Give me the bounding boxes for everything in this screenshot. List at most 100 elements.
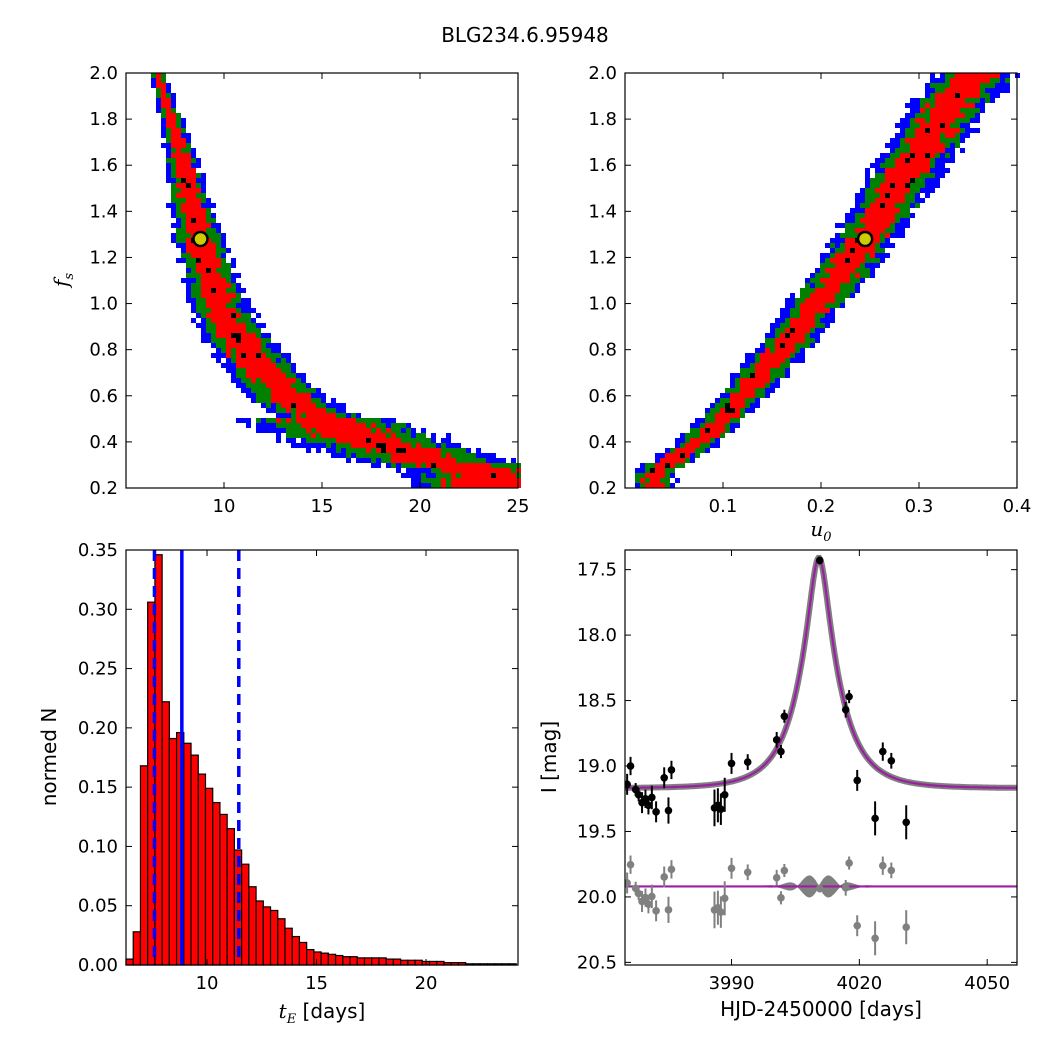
density-cell xyxy=(960,78,965,83)
density-cell xyxy=(765,373,770,378)
density-cell xyxy=(366,418,371,423)
density-cell xyxy=(276,378,281,383)
density-cell xyxy=(191,223,196,228)
density-cell xyxy=(830,278,835,283)
density-cell xyxy=(770,378,775,383)
density-cell xyxy=(805,293,810,298)
density-cell xyxy=(820,283,825,288)
density-cell xyxy=(246,303,251,308)
density-cell xyxy=(246,348,251,353)
density-cell xyxy=(291,373,296,378)
density-cell xyxy=(226,273,231,278)
x-tick-label: 0.2 xyxy=(807,496,836,517)
density-cell xyxy=(161,88,166,93)
density-cell xyxy=(261,378,266,383)
density-cell xyxy=(995,88,1000,93)
density-cell xyxy=(730,428,735,433)
density-cell xyxy=(760,363,765,368)
density-cell xyxy=(336,438,341,443)
density-cell xyxy=(890,148,895,153)
density-cell xyxy=(705,448,710,453)
density-cell xyxy=(930,118,935,123)
density-cell xyxy=(336,408,341,413)
density-cell xyxy=(216,243,221,248)
density-cell xyxy=(236,358,241,363)
density-cell xyxy=(196,288,201,293)
density-cell xyxy=(271,408,276,413)
density-cell xyxy=(211,318,216,323)
density-cell xyxy=(885,238,890,243)
density-cell xyxy=(915,103,920,108)
density-cell xyxy=(880,193,885,198)
density-cell xyxy=(735,403,740,408)
density-cell xyxy=(441,473,446,478)
density-cell xyxy=(356,443,361,448)
density-cell xyxy=(920,118,925,123)
density-cell xyxy=(226,313,231,318)
density-cell xyxy=(216,258,221,263)
density-cell xyxy=(211,323,216,328)
density-cell xyxy=(181,178,186,183)
density-cell xyxy=(895,233,900,238)
density-cell xyxy=(151,78,156,83)
density-cell xyxy=(795,323,800,328)
density-cell xyxy=(291,398,296,403)
density-cell xyxy=(341,403,346,408)
density-cell xyxy=(755,383,760,388)
density-cell xyxy=(800,313,805,318)
panel-te-fs: 10 15 20 250.20.40.60.81.01.21.41.61.82.0 f… xyxy=(49,63,529,517)
density-cell xyxy=(685,453,690,458)
density-cell xyxy=(930,113,935,118)
histogram-bar xyxy=(183,742,192,966)
density-cell xyxy=(670,453,675,458)
density-cell xyxy=(406,448,411,453)
density-cell xyxy=(975,113,980,118)
density-cell xyxy=(895,198,900,203)
density-cell xyxy=(186,158,191,163)
data-point xyxy=(717,805,725,814)
density-cell xyxy=(930,108,935,113)
density-cell xyxy=(216,238,221,243)
density-cell xyxy=(940,143,945,148)
density-cell xyxy=(181,168,186,173)
density-cell xyxy=(266,368,271,373)
density-cell xyxy=(945,113,950,118)
density-cell xyxy=(840,238,845,243)
density-cell xyxy=(181,223,186,228)
density-cell xyxy=(865,263,870,268)
density-cell xyxy=(286,363,291,368)
histogram-bar xyxy=(342,956,351,966)
density-cell xyxy=(291,423,296,428)
density-cell xyxy=(920,198,925,203)
density-cell xyxy=(421,473,426,478)
density-cell xyxy=(266,333,271,338)
density-cell xyxy=(321,428,326,433)
density-cell xyxy=(241,318,246,323)
density-cell xyxy=(281,423,286,428)
density-cell xyxy=(660,458,665,463)
density-cell xyxy=(880,233,885,238)
density-cell xyxy=(710,413,715,418)
density-cell xyxy=(935,78,940,83)
density-cell xyxy=(715,418,720,423)
density-cell xyxy=(211,278,216,283)
density-cell xyxy=(860,228,865,233)
density-cell xyxy=(231,313,236,318)
density-cell xyxy=(670,468,675,473)
density-cell xyxy=(311,413,316,418)
density-cell xyxy=(915,173,920,178)
density-cell xyxy=(895,178,900,183)
density-cell xyxy=(486,453,491,458)
density-cell xyxy=(935,153,940,158)
density-cell xyxy=(341,408,346,413)
density-cell xyxy=(236,323,241,328)
density-cell xyxy=(276,393,281,398)
density-cell xyxy=(191,198,196,203)
density-cell xyxy=(940,78,945,83)
density-cell xyxy=(935,143,940,148)
density-cell xyxy=(186,193,191,198)
density-cell xyxy=(900,223,905,228)
density-cell xyxy=(710,438,715,443)
density-cell xyxy=(925,188,930,193)
density-cell xyxy=(865,188,870,193)
